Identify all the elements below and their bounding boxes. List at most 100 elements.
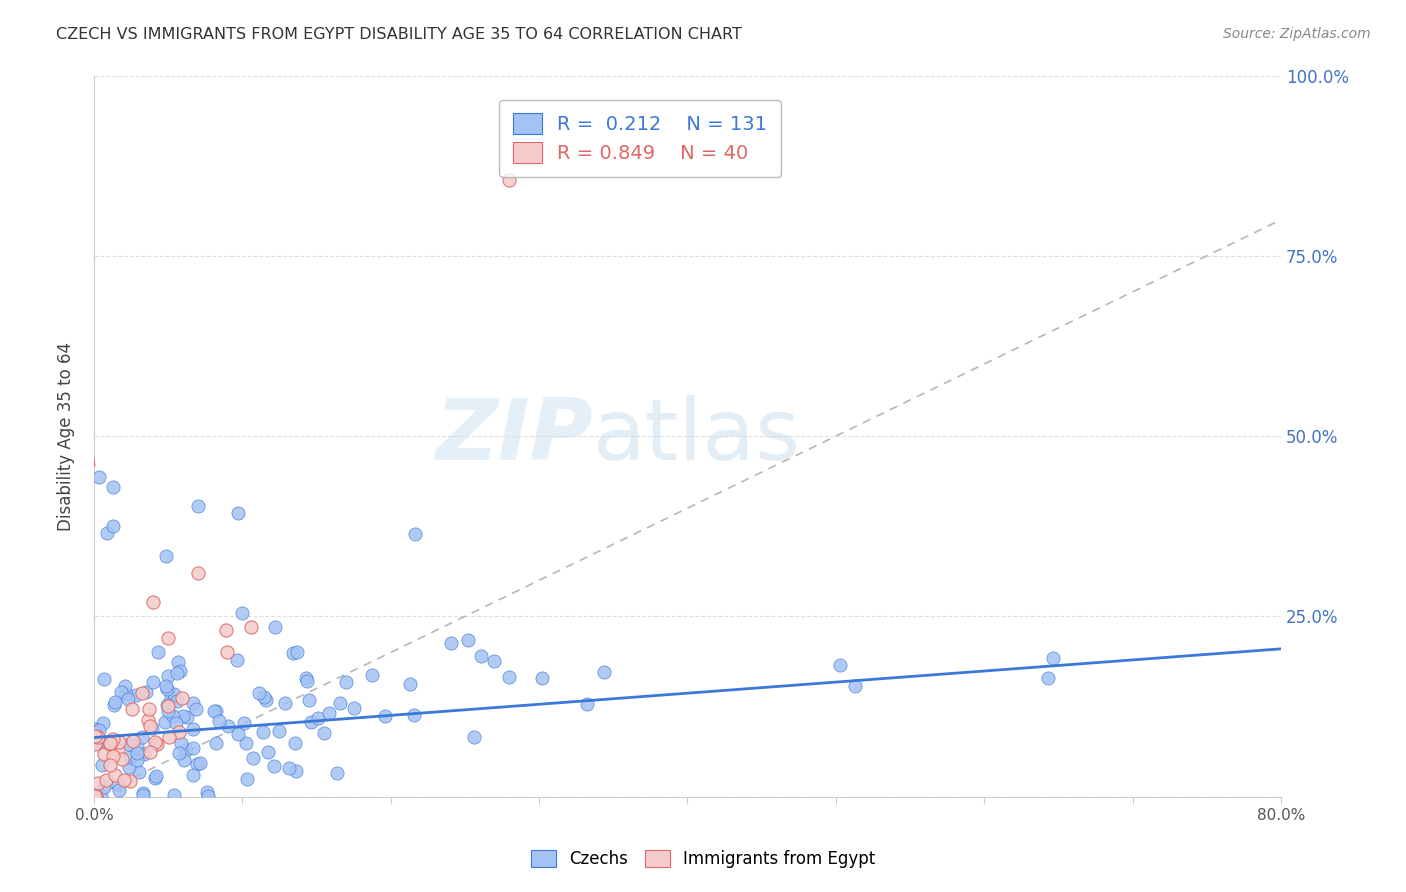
- Point: [217, 645, 239, 659]
- Point: [163, 687, 186, 701]
- Point: [169, 736, 191, 750]
- Point: [252, 690, 274, 705]
- Point: [163, 788, 186, 802]
- Point: [84, 724, 107, 739]
- Point: [188, 756, 211, 770]
- Point: [93, 780, 115, 794]
- Point: [374, 709, 396, 723]
- Point: [127, 753, 149, 767]
- Point: [121, 702, 143, 716]
- Point: [254, 693, 277, 707]
- Point: [157, 669, 180, 683]
- Point: [118, 760, 141, 774]
- Point: [84, 789, 107, 803]
- Point: [257, 745, 280, 759]
- Point: [404, 707, 426, 722]
- Point: [231, 607, 253, 621]
- Point: [844, 680, 866, 694]
- Point: [166, 694, 188, 708]
- Point: [484, 654, 506, 668]
- Point: [143, 735, 166, 749]
- Point: [101, 735, 124, 749]
- Point: [136, 713, 159, 727]
- Point: [312, 725, 335, 739]
- Point: [173, 754, 195, 768]
- Point: [295, 673, 318, 688]
- Point: [235, 736, 257, 750]
- Point: [135, 685, 157, 699]
- Point: [299, 715, 322, 730]
- Point: [157, 704, 180, 718]
- Point: [184, 702, 207, 716]
- Point: [96, 525, 118, 540]
- Point: [125, 746, 148, 760]
- Point: [269, 723, 291, 738]
- Point: [530, 671, 553, 685]
- Point: [156, 698, 179, 712]
- Point: [226, 727, 249, 741]
- Point: [91, 715, 114, 730]
- Point: [98, 758, 121, 772]
- Point: [181, 768, 204, 782]
- Point: [101, 480, 124, 494]
- Point: [138, 702, 160, 716]
- Point: [176, 710, 198, 724]
- Point: [146, 737, 169, 751]
- Point: [263, 619, 285, 633]
- Point: [226, 506, 249, 520]
- Point: [167, 655, 190, 669]
- Point: [318, 706, 340, 720]
- Point: [172, 691, 194, 706]
- Point: [217, 719, 239, 733]
- Text: ZIP: ZIP: [434, 394, 592, 477]
- Point: [107, 778, 129, 792]
- Point: [1042, 651, 1064, 665]
- Point: [335, 675, 357, 690]
- Point: [187, 566, 209, 581]
- Point: [592, 665, 614, 679]
- Point: [145, 737, 167, 751]
- Point: [101, 736, 124, 750]
- Point: [236, 772, 259, 786]
- Point: [153, 714, 176, 729]
- Point: [107, 742, 129, 756]
- Point: [86, 776, 108, 790]
- Point: [134, 747, 156, 761]
- Point: [87, 730, 110, 744]
- Point: [202, 704, 225, 718]
- Point: [247, 686, 270, 700]
- Point: [86, 735, 108, 749]
- Point: [141, 721, 163, 735]
- Point: [142, 675, 165, 690]
- Point: [457, 633, 479, 648]
- Point: [440, 636, 463, 650]
- Point: [240, 620, 263, 634]
- Point: [104, 695, 127, 709]
- Point: [131, 730, 153, 744]
- Point: [84, 722, 107, 736]
- Point: [157, 730, 180, 744]
- Point: [103, 698, 125, 712]
- Text: atlas: atlas: [592, 394, 800, 477]
- Point: [169, 664, 191, 678]
- Point: [110, 685, 132, 699]
- Point: [165, 716, 187, 731]
- Point: [208, 714, 231, 728]
- Point: [285, 764, 308, 778]
- Point: [197, 789, 219, 803]
- Point: [108, 735, 131, 749]
- Point: [307, 711, 329, 725]
- Point: [155, 549, 177, 564]
- Point: [111, 752, 134, 766]
- Point: [84, 789, 107, 803]
- Point: [284, 736, 307, 750]
- Point: [176, 743, 198, 757]
- Point: [104, 768, 127, 782]
- Point: [101, 519, 124, 533]
- Point: [274, 697, 297, 711]
- Point: [404, 526, 426, 541]
- Point: [470, 649, 492, 664]
- Point: [142, 595, 165, 609]
- Point: [122, 733, 145, 747]
- Point: [93, 736, 115, 750]
